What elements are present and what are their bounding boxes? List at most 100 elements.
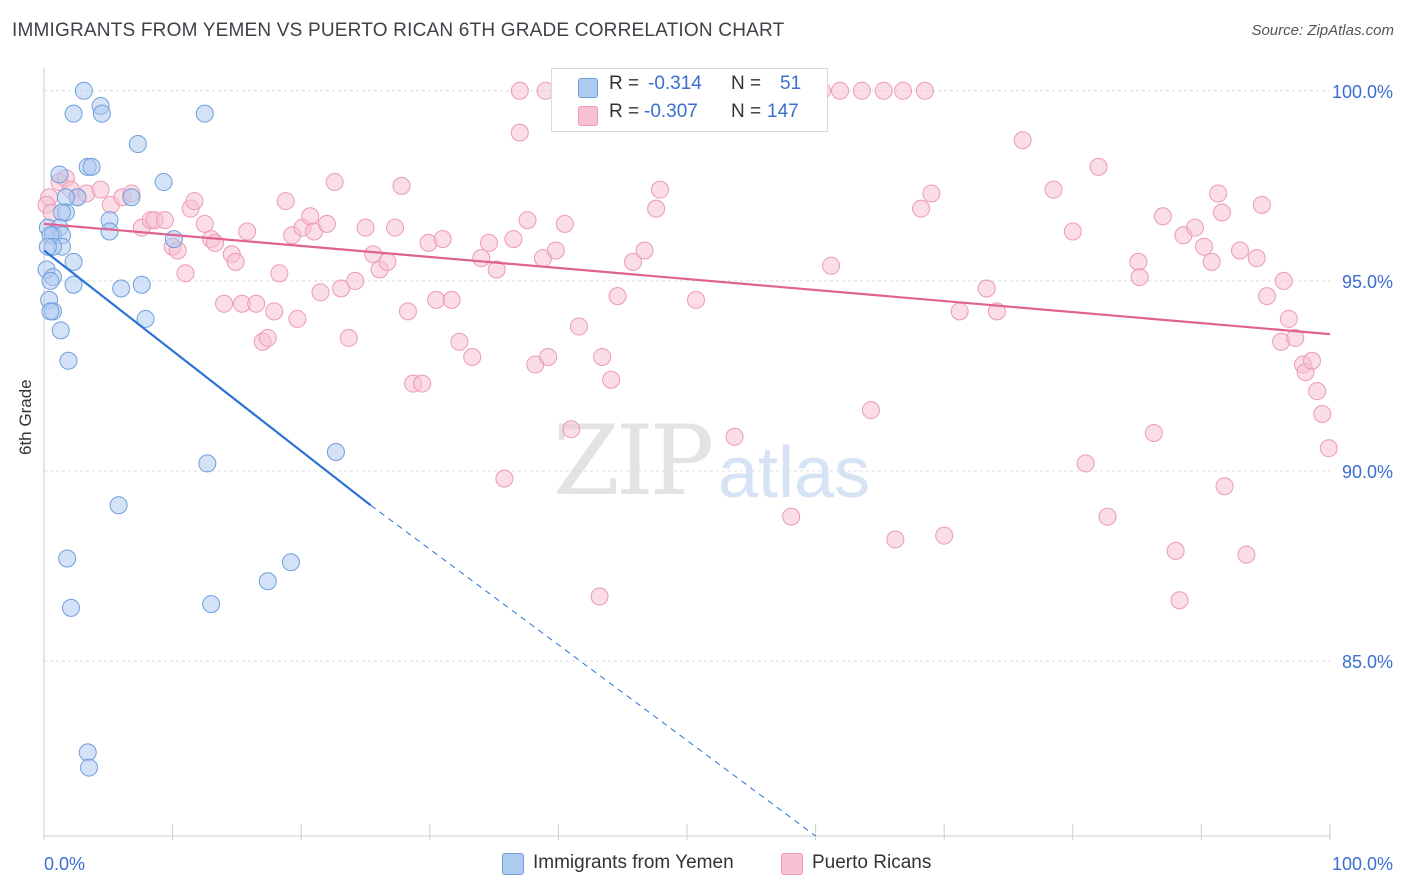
point-yemen — [53, 203, 72, 222]
point-puerto-ricans — [650, 180, 669, 199]
point-yemen — [202, 595, 221, 614]
point-puerto-ricans — [782, 507, 801, 526]
point-puerto-ricans — [339, 328, 358, 347]
point-yemen — [59, 351, 78, 370]
trend-lines — [43, 222, 1331, 837]
point-yemen — [38, 237, 57, 256]
point-yemen — [195, 104, 214, 123]
point-puerto-ricans — [1185, 218, 1204, 237]
series-puerto-ricans — [37, 81, 1338, 610]
point-puerto-ricans — [510, 123, 529, 142]
point-yemen — [56, 188, 75, 207]
point-puerto-ricans — [265, 302, 284, 321]
point-puerto-ricans — [1130, 268, 1149, 287]
watermark-atlas: atlas — [718, 433, 871, 513]
point-puerto-ricans — [185, 192, 204, 211]
point-puerto-ricans — [479, 233, 498, 252]
point-puerto-ricans — [1166, 541, 1185, 560]
point-yemen — [281, 553, 300, 572]
point-puerto-ricans — [1215, 477, 1234, 496]
point-yemen — [112, 279, 131, 298]
point-puerto-ricans — [608, 287, 627, 306]
x-tick-label-min: 0.0% — [44, 854, 85, 874]
point-puerto-ricans — [935, 526, 954, 545]
point-puerto-ricans — [1076, 454, 1095, 473]
point-puerto-ricans — [91, 180, 110, 199]
point-yemen — [122, 188, 141, 207]
point-puerto-ricans — [1252, 195, 1271, 214]
point-puerto-ricans — [238, 222, 257, 241]
point-puerto-ricans — [593, 347, 612, 366]
point-yemen — [62, 598, 81, 617]
y-tick-label: 100.0% — [1332, 82, 1393, 102]
point-puerto-ricans — [546, 241, 565, 260]
point-puerto-ricans — [1313, 404, 1332, 423]
point-puerto-ricans — [378, 252, 397, 271]
point-yemen — [100, 222, 119, 241]
y-tick-label: 95.0% — [1342, 272, 1393, 292]
point-puerto-ricans — [463, 347, 482, 366]
stats-n-label: N = — [731, 101, 762, 122]
point-puerto-ricans — [1212, 203, 1231, 222]
stats-swatch-yemen — [578, 78, 598, 98]
stats-row-puerto-ricans: R = -0.307 N = 147 — [552, 101, 827, 129]
point-puerto-ricans — [398, 302, 417, 321]
stats-box: R = -0.314 N = 51 R = -0.307 N = 147 — [551, 68, 828, 132]
point-puerto-ricans — [1319, 439, 1338, 458]
y-tick-label: 90.0% — [1342, 462, 1393, 482]
point-yemen — [74, 81, 93, 100]
point-puerto-ricans — [504, 230, 523, 249]
point-puerto-ricans — [922, 184, 941, 203]
chart-title: IMMIGRANTS FROM YEMEN VS PUERTO RICAN 6T… — [12, 20, 785, 41]
point-puerto-ricans — [1257, 287, 1276, 306]
point-puerto-ricans — [1286, 328, 1305, 347]
point-puerto-ricans — [364, 245, 383, 264]
point-puerto-ricans — [1098, 507, 1117, 526]
point-puerto-ricans — [226, 252, 245, 271]
point-puerto-ricans — [590, 587, 609, 606]
point-yemen — [80, 758, 99, 777]
point-puerto-ricans — [822, 256, 841, 275]
point-puerto-ricans — [1202, 252, 1221, 271]
point-puerto-ricans — [539, 347, 558, 366]
point-puerto-ricans — [1308, 382, 1327, 401]
stats-swatch-puerto-ricans — [578, 106, 598, 126]
point-puerto-ricans — [258, 328, 277, 347]
point-puerto-ricans — [346, 271, 365, 290]
grid-lines — [44, 90, 1330, 662]
point-puerto-ricans — [1044, 180, 1063, 199]
stats-n-value: 51 — [780, 73, 802, 94]
point-puerto-ricans — [725, 427, 744, 446]
point-yemen — [326, 443, 345, 461]
legend: Immigrants from Yemen Puerto Ricans — [0, 852, 1406, 878]
point-puerto-ricans — [569, 317, 588, 336]
point-puerto-ricans — [472, 249, 491, 268]
point-puerto-ricans — [413, 374, 432, 393]
stats-r-value: -0.314 — [648, 73, 702, 94]
point-puerto-ricans — [602, 370, 621, 389]
point-puerto-ricans — [433, 230, 452, 249]
point-puerto-ricans — [977, 279, 996, 298]
point-puerto-ricans — [311, 283, 330, 302]
point-puerto-ricans — [317, 214, 336, 233]
point-yemen — [64, 252, 83, 271]
point-puerto-ricans — [495, 469, 514, 488]
point-puerto-ricans — [518, 211, 537, 230]
point-yemen — [198, 454, 217, 473]
point-puerto-ricans — [687, 290, 706, 309]
point-puerto-ricans — [852, 81, 871, 100]
point-puerto-ricans — [386, 218, 405, 237]
point-yemen — [41, 302, 60, 321]
point-puerto-ricans — [1230, 241, 1249, 260]
point-puerto-ricans — [861, 401, 880, 420]
point-puerto-ricans — [1209, 184, 1228, 203]
point-yemen — [128, 135, 147, 154]
point-yemen — [164, 230, 183, 249]
legend-label-yemen: Immigrants from Yemen — [533, 852, 734, 873]
stats-r-value: -0.307 — [644, 101, 698, 122]
point-puerto-ricans — [647, 199, 666, 218]
point-puerto-ricans — [1129, 252, 1148, 271]
point-puerto-ricans — [1170, 591, 1189, 610]
point-puerto-ricans — [510, 81, 529, 100]
